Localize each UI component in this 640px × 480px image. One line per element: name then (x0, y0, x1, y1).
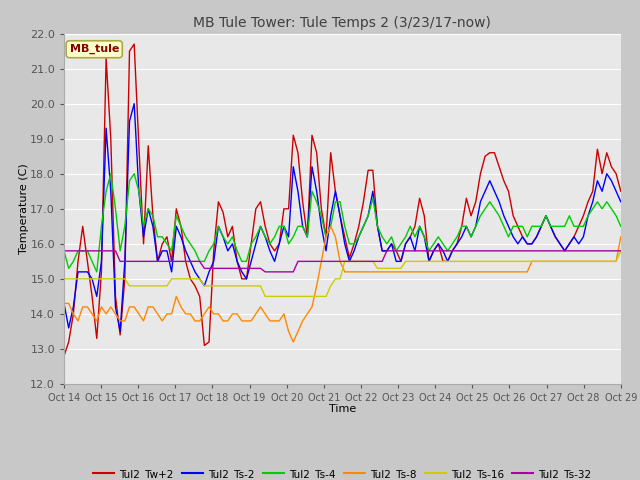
Legend: Tul2_Tw+2, Tul2_Ts-2, Tul2_Ts-4, Tul2_Ts-8, Tul2_Ts-16, Tul2_Ts-32: Tul2_Tw+2, Tul2_Ts-2, Tul2_Ts-4, Tul2_Ts… (89, 465, 596, 480)
X-axis label: Time: Time (329, 405, 356, 414)
Title: MB Tule Tower: Tule Temps 2 (3/23/17-now): MB Tule Tower: Tule Temps 2 (3/23/17-now… (193, 16, 492, 30)
Text: MB_tule: MB_tule (70, 44, 119, 54)
Y-axis label: Temperature (C): Temperature (C) (19, 163, 29, 254)
